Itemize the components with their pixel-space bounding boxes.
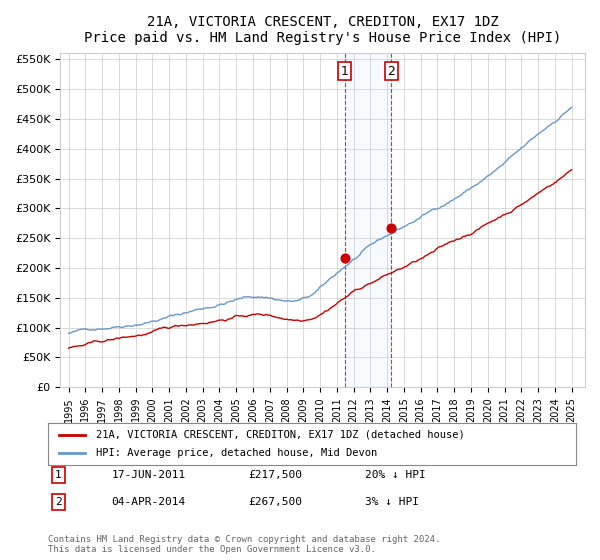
Text: 2: 2 <box>55 497 62 507</box>
Text: 20% ↓ HPI: 20% ↓ HPI <box>365 470 425 480</box>
Text: Contains HM Land Registry data © Crown copyright and database right 2024.
This d: Contains HM Land Registry data © Crown c… <box>48 535 440 554</box>
Bar <box>344 53 391 387</box>
Text: £267,500: £267,500 <box>248 497 302 507</box>
Text: HPI: Average price, detached house, Mid Devon: HPI: Average price, detached house, Mid … <box>95 448 377 458</box>
Text: 2: 2 <box>388 65 395 78</box>
Point <box>340 253 349 262</box>
Text: 17-JUN-2011: 17-JUN-2011 <box>112 470 185 480</box>
Text: 21A, VICTORIA CRESCENT, CREDITON, EX17 1DZ (detached house): 21A, VICTORIA CRESCENT, CREDITON, EX17 1… <box>95 430 464 440</box>
Text: 04-APR-2014: 04-APR-2014 <box>112 497 185 507</box>
Text: £217,500: £217,500 <box>248 470 302 480</box>
Point <box>386 223 396 232</box>
Text: 3% ↓ HPI: 3% ↓ HPI <box>365 497 419 507</box>
Title: 21A, VICTORIA CRESCENT, CREDITON, EX17 1DZ
Price paid vs. HM Land Registry's Hou: 21A, VICTORIA CRESCENT, CREDITON, EX17 1… <box>84 15 561 45</box>
Text: 1: 1 <box>55 470 62 480</box>
Text: 1: 1 <box>341 65 349 78</box>
